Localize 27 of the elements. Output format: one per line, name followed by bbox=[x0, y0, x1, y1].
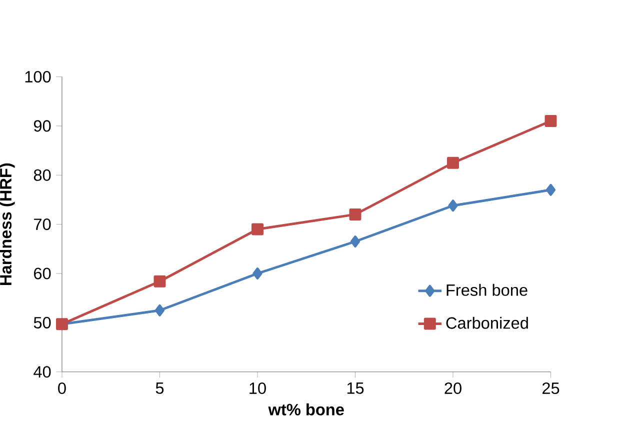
point bbox=[447, 156, 459, 169]
y-axis-title: Hardness (HRF) bbox=[0, 163, 15, 285]
point bbox=[544, 115, 557, 128]
y-tick-label: 60 bbox=[34, 268, 51, 280]
x-tick-label: 25 bbox=[542, 382, 560, 394]
y-tick-label: 70 bbox=[34, 218, 51, 230]
point bbox=[154, 304, 165, 316]
x-tick-label: 0 bbox=[58, 382, 66, 394]
x-tick-label: 15 bbox=[347, 382, 364, 394]
y-tick-label: 50 bbox=[34, 316, 51, 328]
x-axis-title: wt% bone bbox=[268, 403, 344, 416]
point bbox=[349, 208, 362, 220]
point bbox=[448, 200, 458, 212]
y-tick-label: 90 bbox=[34, 120, 51, 132]
point bbox=[154, 275, 166, 288]
x-tick-label: 5 bbox=[156, 382, 164, 394]
point bbox=[546, 184, 556, 196]
x-tick-label: 10 bbox=[250, 382, 266, 394]
legend-label: Fresh bone bbox=[446, 284, 528, 296]
point bbox=[252, 223, 264, 236]
y-tick-label: 40 bbox=[34, 366, 51, 378]
y-tick-label: 100 bbox=[25, 71, 51, 83]
x-tick-label: 20 bbox=[444, 382, 462, 394]
point bbox=[350, 236, 360, 248]
point bbox=[252, 268, 262, 280]
legend-label: Carbonized bbox=[446, 316, 528, 329]
y-tick-label: 80 bbox=[34, 169, 51, 181]
